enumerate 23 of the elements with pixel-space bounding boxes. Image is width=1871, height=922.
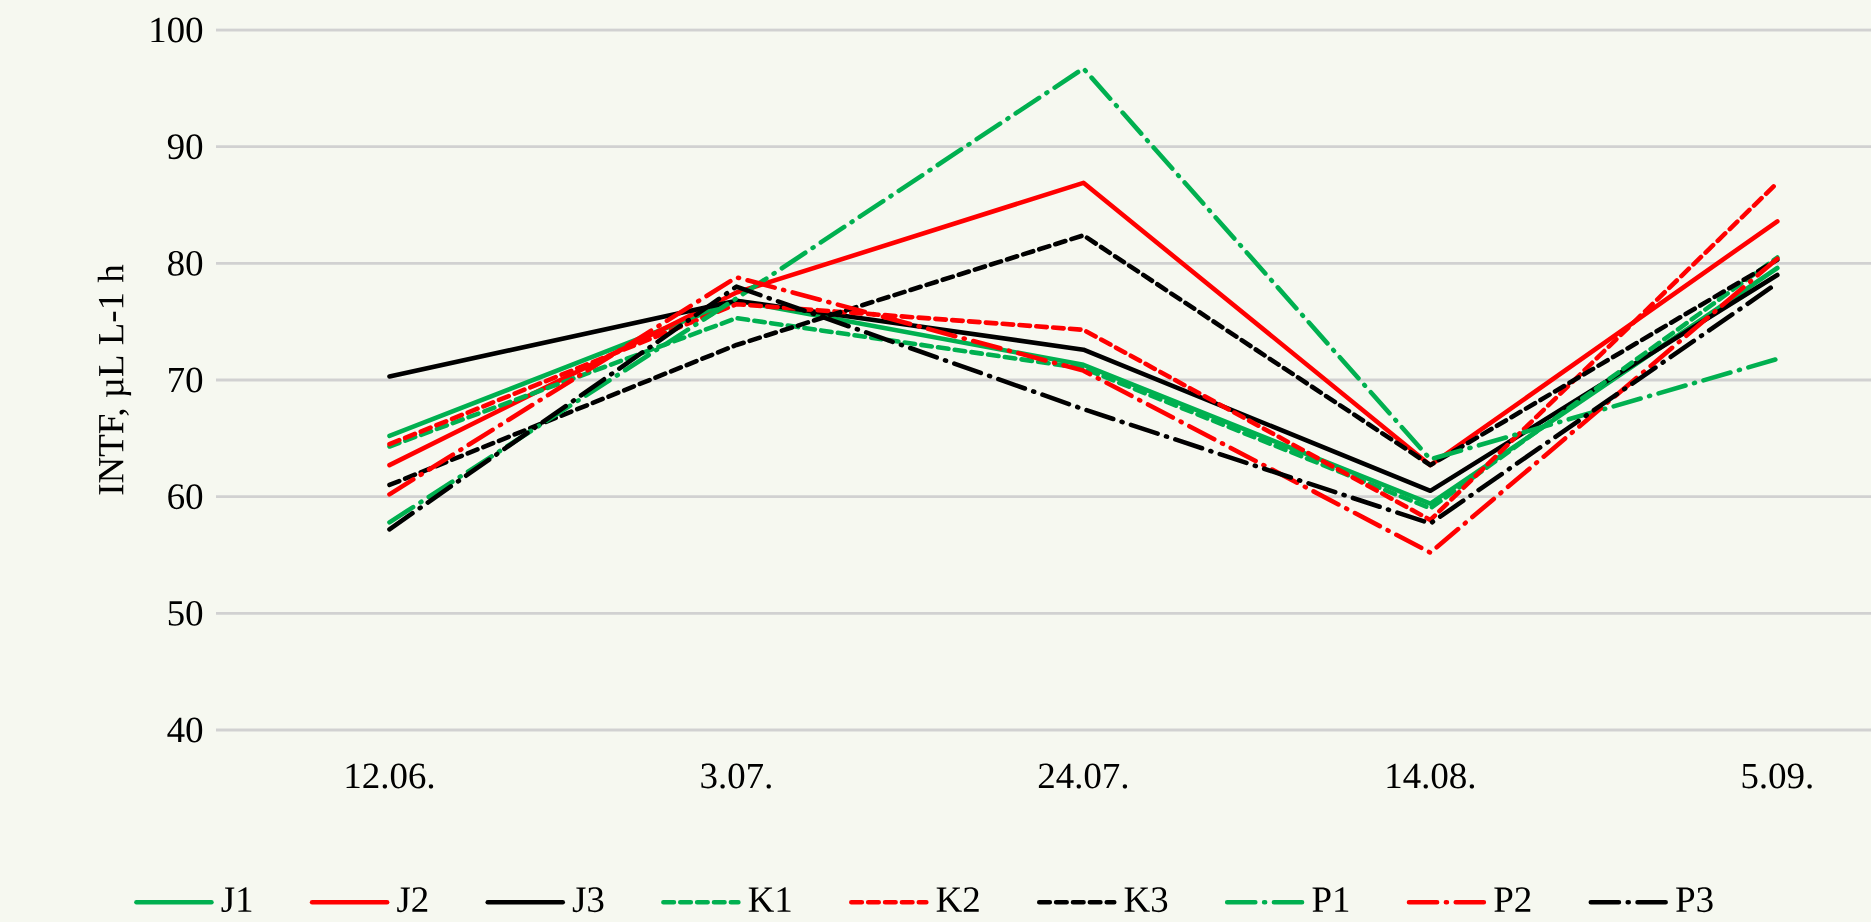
legend-label: K1: [748, 887, 791, 912]
legend-label: K3: [1124, 887, 1168, 913]
y-tick-label: 50: [168, 600, 203, 626]
y-tick-label: 100: [151, 17, 203, 43]
x-tick-label: 5.09.: [1742, 763, 1812, 789]
legend-label: J1: [221, 887, 252, 913]
x-tick-label: 12.06.: [346, 763, 434, 789]
legend-label: P1: [1312, 887, 1349, 912]
y-tick-label: 80: [168, 250, 203, 276]
legend-label: K2: [936, 887, 979, 912]
x-tick-label: 3.07.: [701, 763, 771, 789]
y-axis-title: INTF, µL L-1 h: [97, 264, 132, 495]
line-series: [387, 66, 1780, 525]
legend-label: J3: [572, 887, 604, 913]
legend-label: J2: [397, 887, 428, 913]
y-tick-label: 70: [169, 367, 203, 393]
legend-label: P3: [1676, 887, 1713, 913]
x-tick-label: 24.07.: [1038, 763, 1128, 789]
y-tick-label: 90: [167, 134, 203, 160]
y-tick-label: 60: [168, 484, 203, 510]
y-tick-label: 40: [167, 717, 203, 743]
legend-label: P2: [1494, 887, 1531, 912]
x-tick-label: 14.08.: [1387, 763, 1475, 789]
